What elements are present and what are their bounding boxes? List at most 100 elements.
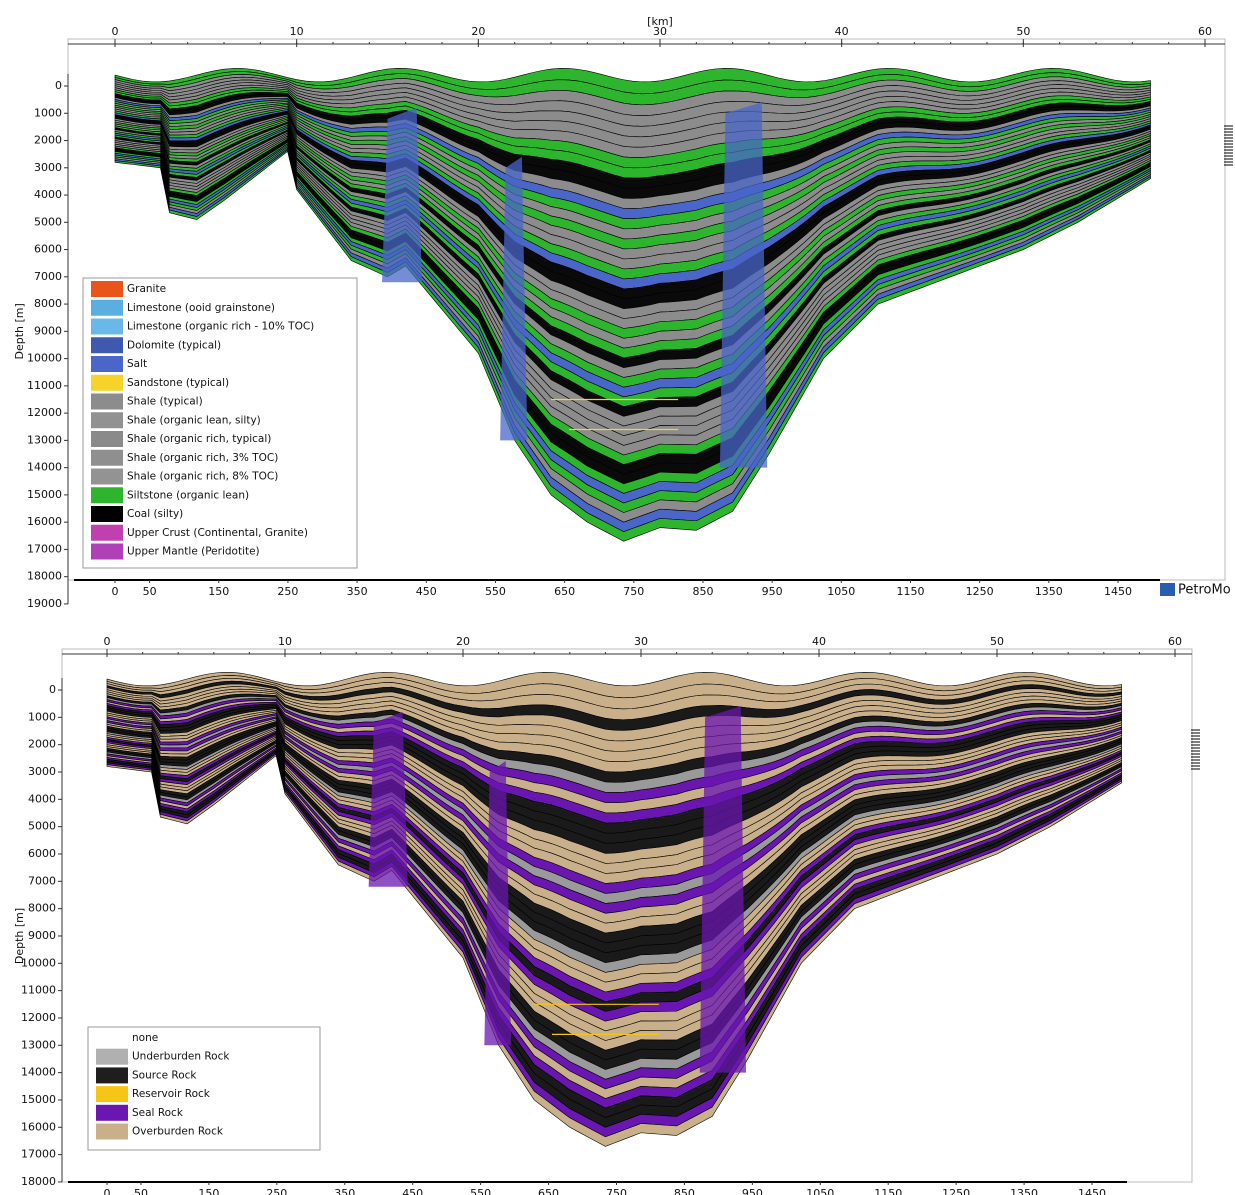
bottom-tick-label: 950 [742, 1187, 763, 1195]
depth-tick-label: 3000 [34, 161, 62, 174]
km-tick-label: 0 [112, 25, 119, 38]
depth-tick-label: 18000 [21, 1175, 56, 1188]
legend-label: Seal Rock [132, 1107, 184, 1119]
depth-tick-label: 8000 [28, 902, 56, 915]
km-tick-label: 20 [471, 25, 485, 38]
km-tick-label: 10 [278, 635, 292, 648]
legend-swatch [91, 394, 123, 410]
depth-axis-label: Depth [m] [13, 908, 26, 964]
km-tick-label: 60 [1168, 635, 1182, 648]
depth-tick-label: 5000 [34, 215, 62, 228]
bottom-tick-label: 1250 [966, 585, 994, 598]
bottom-tick-label: 1450 [1078, 1187, 1106, 1195]
legend-swatch [91, 356, 123, 372]
depth-tick-label: 15000 [21, 1093, 56, 1106]
depth-tick-label: 4000 [34, 188, 62, 201]
bottom-tick-label: 1050 [806, 1187, 834, 1195]
bottom-tick-label: 50 [134, 1187, 148, 1195]
legend-swatch [91, 300, 123, 316]
legend-swatch [96, 1086, 128, 1102]
km-axis-label: [km] [647, 15, 673, 28]
legend-label: Granite [127, 283, 166, 295]
legend-swatch [96, 1030, 128, 1046]
bottom-tick-label: 150 [198, 1187, 219, 1195]
legend-swatch [91, 375, 123, 391]
depth-tick-label: 17000 [27, 542, 62, 555]
depth-axis-label: Depth [m] [13, 303, 26, 359]
bottom-tick-label: 250 [277, 585, 298, 598]
legend-swatch [96, 1124, 128, 1140]
legend: noneUnderburden RockSource RockReservoir… [88, 1027, 320, 1150]
depth-tick-label: 6000 [28, 847, 56, 860]
legend-label: Shale (organic rich, 8% TOC) [127, 471, 278, 483]
legend-label: Upper Crust (Continental, Granite) [127, 527, 308, 539]
legend-swatch [91, 506, 123, 522]
depth-tick-label: 9000 [28, 929, 56, 942]
legend-label: Source Rock [132, 1069, 197, 1081]
legend-label: Shale (organic rich, typical) [127, 433, 271, 445]
depth-tick-label: 1000 [34, 106, 62, 119]
depth-tick-label: 14000 [21, 1066, 56, 1079]
bottom-tick-label: 1150 [874, 1187, 902, 1195]
bottom-tick-label: 1350 [1010, 1187, 1038, 1195]
km-tick-label: 10 [290, 25, 304, 38]
km-tick-label: 50 [1016, 25, 1030, 38]
km-tick-label: 40 [835, 25, 849, 38]
depth-tick-label: 7000 [28, 874, 56, 887]
km-tick-label: 20 [456, 635, 470, 648]
legend-swatch [96, 1049, 128, 1065]
legend-swatch [91, 337, 123, 353]
km-tick-label: 50 [990, 635, 1004, 648]
depth-tick-label: 15000 [27, 488, 62, 501]
bottom-tick-label: 650 [538, 1187, 559, 1195]
legend-swatch [91, 412, 123, 428]
legend-label: Salt [127, 358, 147, 370]
legend-label: Overburden Rock [132, 1126, 224, 1138]
watermark-icon [1160, 583, 1175, 596]
depth-tick-label: 0 [49, 683, 56, 696]
depth-tick-label: 19000 [27, 597, 62, 610]
legend-label: none [132, 1032, 158, 1044]
legend-swatch [91, 450, 123, 466]
legend-swatch [91, 469, 123, 485]
legend-swatch [96, 1105, 128, 1121]
bottom-tick-label: 850 [674, 1187, 695, 1195]
watermark: PetroMo [1178, 583, 1231, 598]
depth-tick-label: 11000 [21, 984, 56, 997]
bottom-tick-label: 150 [208, 585, 229, 598]
depth-tick-label: 13000 [21, 1038, 56, 1051]
bottom-tick-label: 950 [762, 585, 783, 598]
bottom-tick-label: 1350 [1035, 585, 1063, 598]
depth-tick-label: 3000 [28, 765, 56, 778]
legend-swatch [91, 525, 123, 541]
depth-tick-label: 16000 [21, 1120, 56, 1133]
depth-tick-label: 1000 [28, 710, 56, 723]
depth-tick-label: 6000 [34, 243, 62, 256]
depth-tick-label: 8000 [34, 297, 62, 310]
bottom-tick-label: 550 [470, 1187, 491, 1195]
legend-label: Limestone (organic rich - 10% TOC) [127, 321, 314, 333]
legend-label: Underburden Rock [132, 1051, 230, 1063]
diapir [382, 108, 422, 282]
depth-tick-label: 2000 [34, 134, 62, 147]
legend-swatch [91, 431, 123, 447]
depth-tick-label: 2000 [28, 738, 56, 751]
depth-tick-label: 14000 [27, 461, 62, 474]
depth-tick-label: 11000 [27, 379, 62, 392]
bottom-tick-label: 750 [623, 585, 644, 598]
bottom-tick-label: 350 [347, 585, 368, 598]
legend-swatch [96, 1067, 128, 1083]
bottom-tick-label: 1050 [827, 585, 855, 598]
legend-label: Shale (organic lean, silty) [127, 414, 261, 426]
legend-swatch [91, 487, 123, 503]
depth-tick-label: 10000 [21, 956, 56, 969]
legend-label: Dolomite (typical) [127, 339, 221, 351]
depth-tick-label: 12000 [27, 406, 62, 419]
depth-tick-label: 9000 [34, 324, 62, 337]
diapir [720, 102, 767, 467]
bottom-tick-label: 350 [334, 1187, 355, 1195]
legend-swatch [91, 544, 123, 560]
